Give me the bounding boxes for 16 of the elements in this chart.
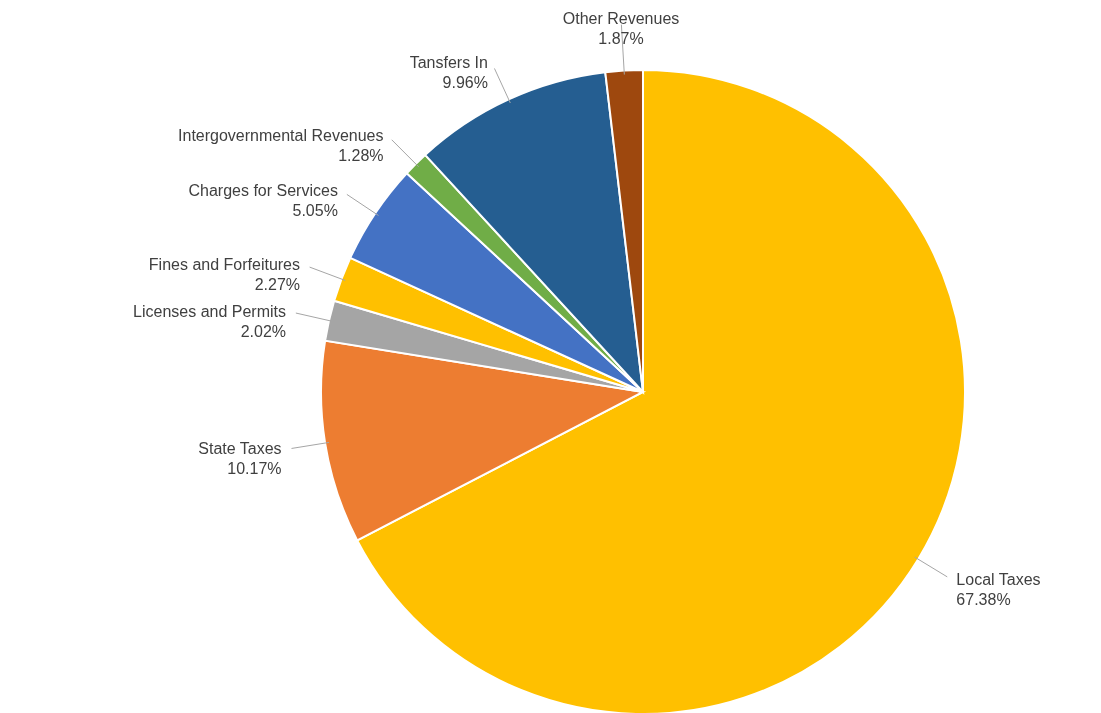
data-label: 1.87% — [598, 29, 644, 47]
data-label: 1.28% — [338, 146, 384, 164]
slice-label: Tansfers In — [409, 54, 488, 72]
slice-label: Intergovernmental Revenues — [178, 126, 384, 144]
data-label: 9.96% — [442, 74, 488, 92]
data-label: 67.38% — [956, 590, 1011, 608]
slice-label: Local Taxes — [956, 570, 1041, 588]
slice-label: Charges for Services — [188, 182, 338, 200]
data-label: 5.05% — [292, 202, 338, 220]
slice-label: State Taxes — [198, 440, 282, 458]
data-label: 2.02% — [240, 322, 287, 340]
slice-label: Other Revenues — [562, 9, 680, 27]
slice-label: Licenses and Permits — [133, 302, 287, 320]
data-label: 10.17% — [227, 460, 282, 478]
data-label: 2.27% — [254, 276, 301, 293]
slice-label: Fines and Forfeitures — [148, 256, 301, 273]
